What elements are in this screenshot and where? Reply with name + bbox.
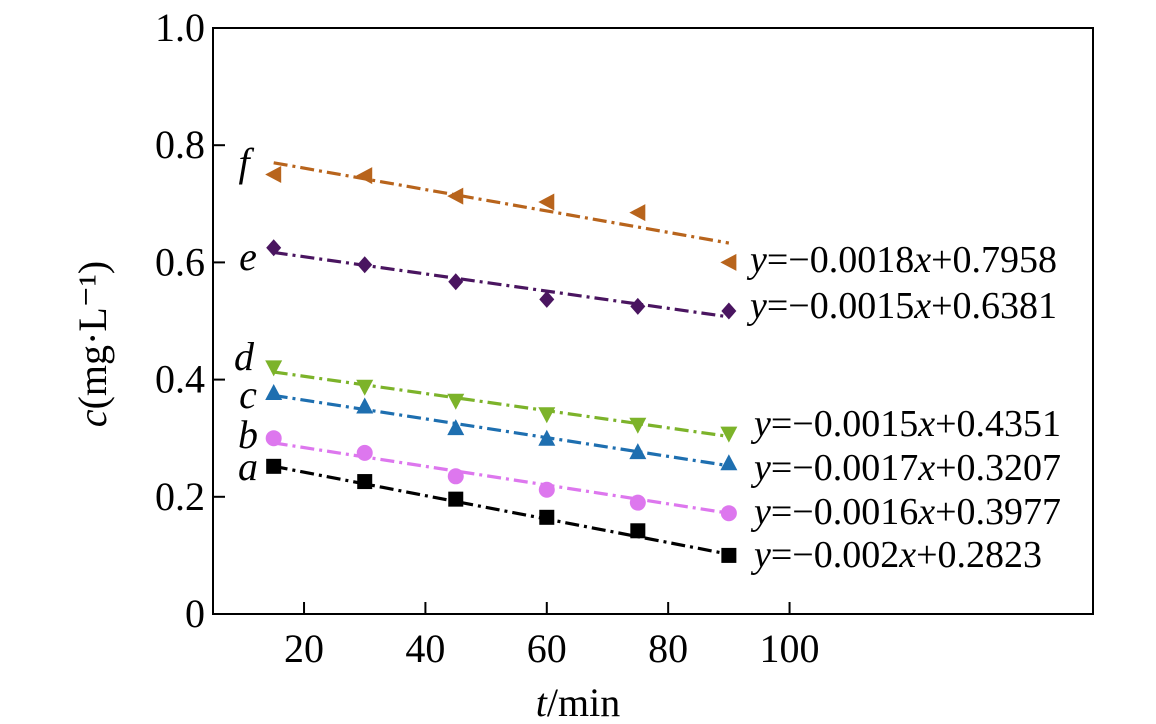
data-point: [265, 166, 282, 183]
series-label-c: c: [239, 372, 257, 417]
fit-line-e: [273, 250, 730, 319]
data-points: [265, 166, 738, 563]
x-tick-label: 80: [648, 626, 688, 671]
fit-equation-b: y=−0.0016x+0.3977: [750, 491, 1061, 533]
data-point: [629, 204, 646, 222]
axis-ticks: 20 40 60 80 100 0 0.2 0.4 0.6 0.8 1.0: [155, 5, 820, 671]
data-point: [721, 547, 737, 563]
series-label-f: f: [238, 140, 254, 185]
data-point: [721, 302, 737, 320]
y-tick-label: 0.2: [155, 474, 205, 519]
data-point: [538, 481, 555, 498]
data-point: [266, 239, 282, 257]
fit-line-c: [273, 393, 730, 468]
fit-equation-a: y=−0.002x+0.2823: [750, 534, 1042, 576]
fit-line-b: [273, 441, 730, 515]
x-tick-label: 20: [284, 626, 324, 671]
x-axis-var: t: [536, 680, 548, 724]
data-point: [720, 426, 738, 443]
data-point: [630, 297, 646, 315]
data-point: [447, 187, 464, 205]
data-point: [356, 167, 373, 185]
data-point: [447, 468, 464, 485]
data-point: [629, 494, 646, 511]
data-point: [356, 444, 373, 461]
data-point: [265, 360, 283, 377]
data-point: [448, 273, 464, 291]
x-tick-label: 100: [760, 626, 820, 671]
x-tick-label: 40: [405, 626, 445, 671]
fit-line-a: [273, 464, 730, 556]
data-point: [357, 474, 373, 490]
data-point: [720, 505, 737, 522]
series-label-d: d: [234, 334, 255, 379]
data-point: [630, 523, 646, 539]
y-tick-label: 0.6: [155, 239, 205, 284]
data-point: [538, 407, 556, 424]
data-point: [539, 509, 555, 525]
data-point: [357, 256, 373, 274]
data-point: [356, 379, 374, 396]
fit-equation-e: y=−0.0015x+0.6381: [746, 285, 1057, 327]
data-point: [538, 193, 555, 211]
data-point: [538, 429, 556, 446]
y-tick-label: 0: [185, 591, 205, 636]
series-label-e: e: [239, 234, 257, 279]
data-point: [265, 383, 283, 400]
data-point: [265, 430, 282, 447]
data-point: [629, 417, 647, 434]
fit-equation-f: y=−0.0018x+0.7958: [746, 239, 1057, 281]
plot-frame: [212, 27, 1094, 615]
data-point: [266, 458, 282, 474]
plot-area-border: [212, 27, 1094, 615]
y-axis-unit: (mg·L⁻¹): [70, 261, 115, 410]
x-axis-title: t/min: [536, 680, 620, 724]
x-axis-unit: /min: [547, 680, 620, 724]
y-axis-var: c: [70, 409, 115, 427]
y-tick-label: 1.0: [155, 5, 205, 50]
data-point: [720, 253, 737, 271]
fit-lines: [273, 161, 730, 556]
fit-line-d: [273, 370, 730, 439]
data-point: [447, 393, 465, 410]
fit-equations: y=−0.002x+0.2823y=−0.0016x+0.3977y=−0.00…: [746, 239, 1061, 576]
fit-equation-d: y=−0.0015x+0.4351: [750, 403, 1061, 445]
series-label-a: a: [238, 444, 258, 489]
data-point: [448, 491, 464, 507]
y-tick-label: 0.8: [155, 122, 205, 167]
data-point: [539, 290, 555, 308]
data-point: [720, 454, 738, 471]
fit-equation-c: y=−0.0017x+0.3207: [750, 447, 1061, 489]
series-label-b: b: [238, 412, 258, 457]
y-axis-title: c(mg·L⁻¹): [70, 261, 115, 427]
x-tick-label: 60: [527, 626, 567, 671]
data-point: [356, 397, 374, 414]
y-tick-label: 0.4: [155, 357, 205, 402]
fit-line-f: [273, 161, 730, 245]
data-point: [447, 419, 465, 436]
data-point: [629, 443, 647, 460]
